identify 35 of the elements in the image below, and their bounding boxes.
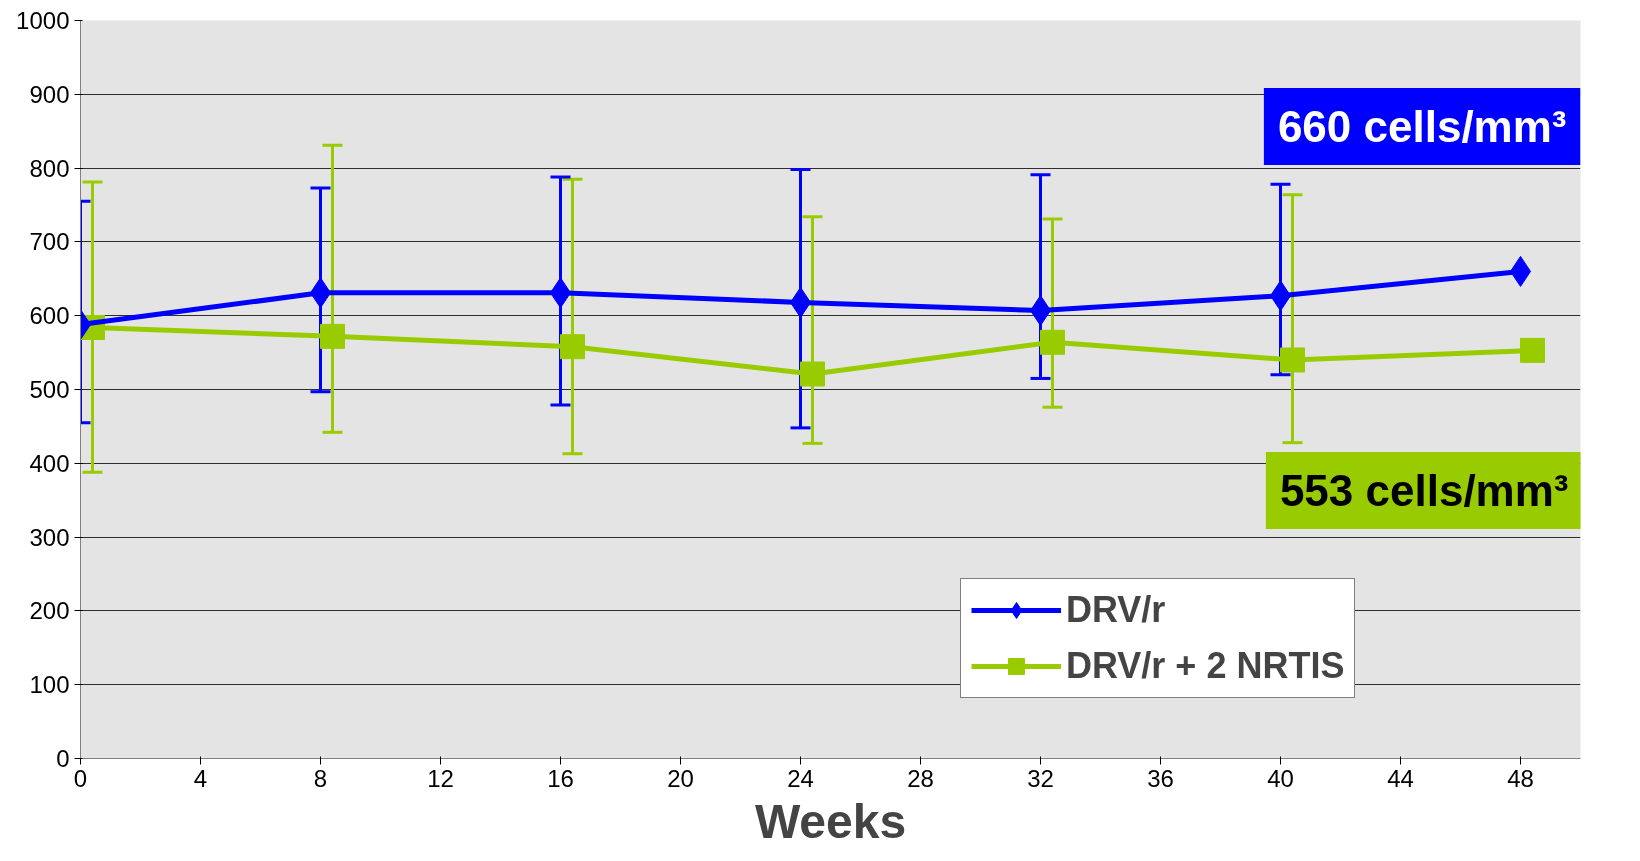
y-tick-label: 1000 [16,7,70,34]
y-tick-label: 300 [29,523,70,551]
point [560,334,585,360]
annotation: 660 cells/mm³ [1277,101,1567,151]
x-tick-label: 20 [667,764,694,792]
y-tick-label: 800 [29,154,70,182]
y-tick-label: 200 [29,597,70,625]
x-tick-label: 24 [787,764,814,792]
annotation: 553 cells/mm³ [1279,465,1569,515]
y-tick-label: 100 [29,671,70,699]
point [800,361,825,387]
y-tick-label: 400 [29,449,70,477]
x-axis-title: Weeks [754,794,907,848]
y-tick-label: 900 [29,80,70,108]
x-tick-label: 12 [427,764,454,792]
x-tick-label: 16 [547,764,574,792]
x-tick-label: 32 [1027,764,1054,792]
point [1280,347,1305,373]
point [1040,329,1065,355]
x-tick-label: 48 [1507,764,1534,792]
point [320,323,345,349]
x-tick-label: 40 [1267,764,1294,792]
x-tick-label: 4 [193,764,208,792]
x-tick-label: 44 [1387,764,1414,792]
x-tick-label: 0 [73,764,88,792]
y-tick-label: 500 [29,376,70,403]
point [1520,337,1545,363]
legend-label: DRV/r [1066,589,1166,631]
y-tick-label: 600 [29,302,70,330]
x-tick-label: 36 [1147,764,1174,792]
y-tick-label: 700 [29,228,70,256]
x-tick-label: 28 [907,764,934,792]
x-tick-label: 8 [313,764,328,792]
y-tick-label: 0 [56,745,70,772]
legend-label: DRV/r + 2 NRTIS [1066,645,1345,687]
